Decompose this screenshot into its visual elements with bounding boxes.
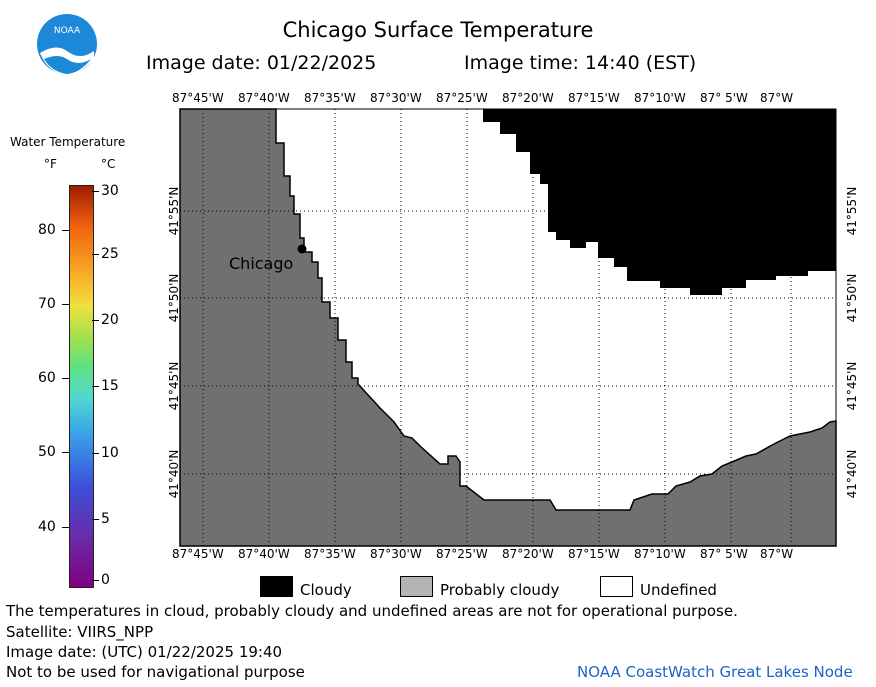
map-frame <box>179 108 837 547</box>
right-latitude-label: 41°55'N <box>845 186 859 236</box>
page-title: Chicago Surface Temperature <box>282 18 594 42</box>
left-latitude-label: 41°45'N <box>167 361 181 411</box>
bottom-longitude-label: 87°20'W <box>502 547 554 561</box>
left-latitude-label: 41°55'N <box>167 186 181 236</box>
utc-date-text: Image date: (UTC) 01/22/2025 19:40 <box>6 643 283 661</box>
top-longitude-label: 87°45'W <box>172 91 224 105</box>
top-longitude-label: 87° 5'W <box>700 91 748 105</box>
bottom-longitude-label: 87°10'W <box>634 547 686 561</box>
fahrenheit-tick-mark <box>62 230 69 231</box>
legend-swatch <box>260 576 293 597</box>
right-latitude-label: 41°50'N <box>845 273 859 323</box>
celsius-tick-label: 10 <box>101 445 119 461</box>
legend-swatch <box>600 576 633 597</box>
bottom-longitude-label: 87°40'W <box>238 547 290 561</box>
disclaimer-text: The temperatures in cloud, probably clou… <box>6 602 738 620</box>
fahrenheit-tick-label: 40 <box>38 519 56 535</box>
top-longitude-label: 87°30'W <box>370 91 422 105</box>
left-latitude-label: 41°40'N <box>167 449 181 499</box>
fahrenheit-tick-mark <box>62 452 69 453</box>
top-longitude-label: 87°20'W <box>502 91 554 105</box>
fahrenheit-tick-label: 60 <box>38 370 56 386</box>
shoreline <box>179 108 837 547</box>
celsius-tick-label: 15 <box>101 378 119 394</box>
satellite-text: Satellite: VIIRS_NPP <box>6 623 154 641</box>
celsius-tick-label: 25 <box>101 246 119 262</box>
celsius-tick-mark <box>92 320 99 321</box>
credit-text: NOAA CoastWatch Great Lakes Node <box>577 663 853 681</box>
city-label: Chicago <box>229 254 293 273</box>
celsius-tick-mark <box>92 580 99 581</box>
bottom-longitude-label: 87°15'W <box>568 547 620 561</box>
legend-label: Cloudy <box>300 581 352 599</box>
top-longitude-label: 87°W <box>760 91 794 105</box>
left-latitude-label: 41°50'N <box>167 273 181 323</box>
logo-text: NOAA <box>54 26 81 36</box>
fahrenheit-tick-mark <box>62 304 69 305</box>
celsius-tick-mark <box>92 254 99 255</box>
celsius-tick-label: 30 <box>101 183 119 199</box>
legend-label: Probably cloudy <box>440 581 560 599</box>
image-time: Image time: 14:40 (EST) <box>464 52 697 74</box>
celsius-tick-mark <box>92 191 99 192</box>
noaa-logo: NOAA <box>37 14 97 75</box>
celsius-tick-label: 20 <box>101 312 119 328</box>
image-date: Image date: 01/22/2025 <box>146 52 377 74</box>
unit-fahrenheit: °F <box>44 157 57 171</box>
right-latitude-label: 41°40'N <box>845 449 859 499</box>
fahrenheit-tick-label: 70 <box>38 296 56 312</box>
bottom-longitude-label: 87° 5'W <box>700 547 748 561</box>
fahrenheit-tick-mark <box>62 527 69 528</box>
legend-label: Undefined <box>640 581 717 599</box>
land-region <box>180 109 836 546</box>
top-longitude-label: 87°10'W <box>634 91 686 105</box>
cloudy-region <box>483 109 836 295</box>
fahrenheit-tick-label: 80 <box>38 222 56 238</box>
celsius-tick-mark <box>92 386 99 387</box>
chicago-marker <box>297 244 307 254</box>
celsius-tick-mark <box>92 519 99 520</box>
bottom-longitude-label: 87°45'W <box>172 547 224 561</box>
legend-swatch <box>400 576 433 597</box>
top-longitude-label: 87°40'W <box>238 91 290 105</box>
fahrenheit-tick-mark <box>62 378 69 379</box>
celsius-tick-label: 5 <box>101 511 110 527</box>
bottom-longitude-label: 87°W <box>760 547 794 561</box>
unit-celsius: °C <box>101 157 116 171</box>
celsius-tick-label: 0 <box>101 572 110 588</box>
bottom-longitude-label: 87°35'W <box>304 547 356 561</box>
bottom-longitude-label: 87°30'W <box>370 547 422 561</box>
navigation-warning: Not to be used for navigational purpose <box>6 663 305 681</box>
top-longitude-label: 87°35'W <box>304 91 356 105</box>
right-latitude-label: 41°45'N <box>845 361 859 411</box>
colorbar-title: Water Temperature <box>10 135 126 149</box>
top-longitude-label: 87°15'W <box>568 91 620 105</box>
top-longitude-label: 87°25'W <box>436 91 488 105</box>
celsius-tick-mark <box>92 453 99 454</box>
bottom-longitude-label: 87°25'W <box>436 547 488 561</box>
fahrenheit-tick-label: 50 <box>38 444 56 460</box>
